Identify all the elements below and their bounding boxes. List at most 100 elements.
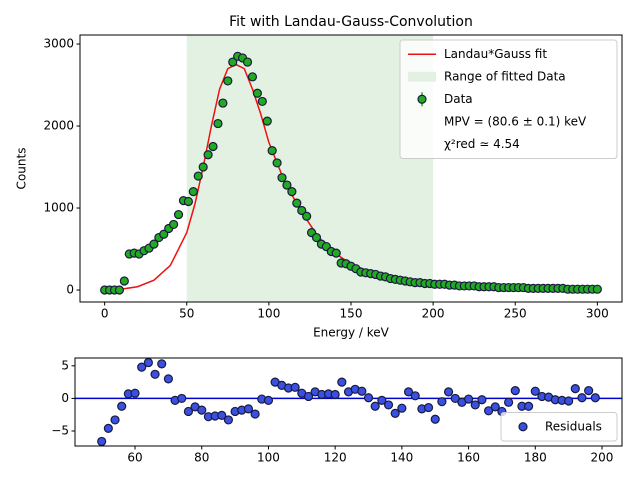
data-point [510,385,520,396]
data-point [390,408,400,419]
plot-area [100,35,602,302]
data-point [363,393,374,403]
legend-label: Residuals [545,419,602,433]
data-point [483,406,494,416]
data-point [177,393,187,404]
data-point [292,198,302,208]
data-point [290,382,300,392]
data-point [262,116,272,126]
data-point [208,141,218,152]
data-point [287,187,297,197]
x-tick-label: 160 [457,451,480,465]
data-point [437,397,447,407]
data-point [311,232,322,243]
data-point [157,359,167,369]
data-point [97,436,107,446]
y-axis-label: Counts [15,148,29,190]
plot-area [75,358,622,446]
data-point [370,401,380,411]
data-point [188,187,198,197]
data-point [163,374,173,384]
x-tick-label: 200 [591,451,614,465]
data-point [503,397,514,407]
data-point [198,162,208,172]
y-tick-label: 0 [66,283,74,297]
data-point [243,404,254,414]
data-point [228,57,238,67]
x-tick-label: 200 [422,307,445,321]
data-point [302,211,312,221]
data-point [530,386,540,396]
data-point [577,393,587,403]
data-point [524,401,534,411]
x-tick-label: 60 [127,451,142,465]
data-point [337,377,347,387]
data-point [130,388,140,398]
x-tick-label: 50 [179,307,194,321]
data-point [423,402,434,413]
data-point [218,98,228,108]
legend-box [500,412,618,442]
data-point [377,395,387,405]
data-point [267,146,277,156]
data-point [443,387,454,397]
data-point [463,394,474,404]
data-point [570,384,580,394]
data-point [242,57,253,67]
data-point [117,401,127,411]
legend-box [399,39,618,159]
data-point [331,248,341,258]
data-point [247,72,258,82]
legend-label: MPV = (80.6 ± 0.1) keV [444,114,587,128]
data-point [584,385,594,396]
data-point [137,362,147,372]
legend: Landau*Gauss fit Range of fitted Data Data… [399,39,618,159]
data-point [490,402,500,412]
data-point [143,358,153,368]
legend-label: Data [444,92,473,106]
x-tick-label: 250 [504,307,527,321]
data-point [410,391,420,401]
data-point [297,205,307,216]
legend-label: Landau*Gauss fit [444,47,547,61]
data-point [110,415,120,425]
data-point [183,196,193,207]
x-axis-label: Energy / keV [313,326,390,340]
x-tick-label: 100 [257,451,280,465]
data-point [173,209,184,220]
data-point [114,285,125,295]
data-point [272,158,282,168]
data-point [257,96,267,107]
fit-range [186,35,434,302]
data-point [403,387,414,397]
data-point [203,150,213,160]
data-point [592,284,602,294]
legend-label: Range of fitted Data [444,69,566,83]
x-tick-label: 150 [340,307,363,321]
y-tick-label: −5 [51,424,69,438]
y-tick-label: 3000 [43,37,74,51]
data-point [470,400,480,410]
axes-frame [74,357,623,447]
x-tick-label: 80 [194,451,209,465]
data-point [282,180,292,190]
data-point [263,395,274,405]
data-point [397,403,407,413]
y-tick-label: 0 [61,391,69,405]
y-tick-label: 1000 [43,201,74,215]
x-tick-label: 180 [524,451,547,465]
data-point [477,395,487,405]
data-point [223,415,234,425]
data-point [357,386,367,396]
data-point [213,118,223,129]
data-point [252,88,262,98]
x-tick-label: 120 [324,451,347,465]
legend: Residuals [500,412,618,442]
data-point [430,414,440,424]
data-point [183,406,194,417]
x-tick-label: 300 [586,307,609,321]
legend-marker [518,422,528,432]
legend-marker [417,94,427,104]
chart-title: Fit with Landau-Gauss-Convolution [229,14,473,30]
